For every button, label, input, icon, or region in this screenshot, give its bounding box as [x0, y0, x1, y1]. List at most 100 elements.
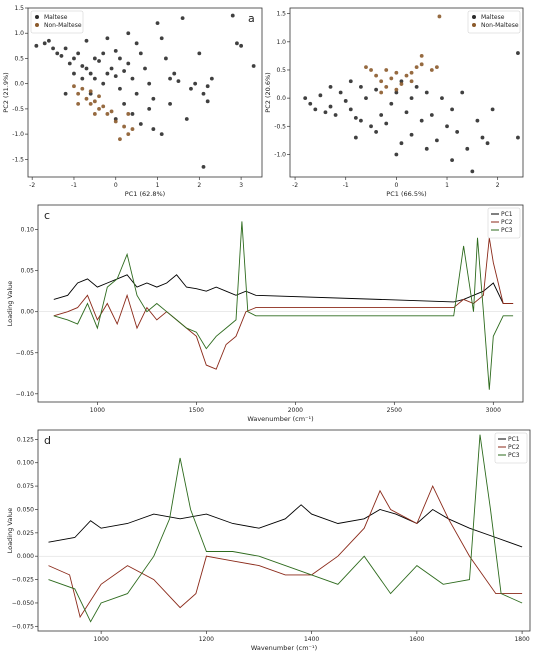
- data-point: [399, 82, 404, 86]
- legend-entry: PC3: [501, 227, 513, 234]
- x-tick-label: 1000: [94, 636, 109, 643]
- data-point: [394, 90, 399, 95]
- series-non-maltese: [364, 14, 442, 95]
- data-point: [92, 99, 97, 104]
- plot-frame: [37, 204, 524, 403]
- data-point: [389, 101, 394, 106]
- data-point: [113, 48, 118, 53]
- y-tick-label: 1.0: [276, 39, 286, 46]
- data-point: [122, 124, 127, 129]
- data-point: [130, 76, 135, 81]
- x-tick-label: -1: [343, 182, 349, 189]
- data-point: [193, 81, 198, 86]
- x-tick-label: 1: [156, 182, 160, 189]
- data-point: [470, 169, 475, 174]
- data-point: [328, 104, 333, 109]
- data-point: [205, 84, 210, 89]
- data-point: [197, 51, 202, 56]
- legend-entry: Non-Maltese: [44, 22, 82, 29]
- data-point: [63, 46, 68, 51]
- data-point: [404, 73, 409, 78]
- plot-area: [303, 14, 520, 174]
- plot-frame: [37, 429, 531, 632]
- data-point: [130, 112, 135, 116]
- data-point: [88, 101, 93, 106]
- data-point: [399, 79, 404, 84]
- data-point: [343, 99, 348, 103]
- data-point: [42, 41, 47, 46]
- x-axis-label: PC1 (62.8%): [125, 190, 165, 198]
- y-tick-label: -1.0: [274, 151, 286, 158]
- y-tick-label: 0.100: [17, 460, 34, 467]
- data-point: [134, 91, 139, 96]
- data-point: [353, 135, 358, 140]
- series-line-pc2: [48, 485, 523, 619]
- legend-entry: PC2: [508, 444, 520, 451]
- legend-marker: [35, 15, 39, 19]
- y-axis-label: PC2 (21.9%): [2, 72, 10, 112]
- y-tick-label: -0.5: [12, 106, 24, 113]
- data-point: [313, 107, 318, 112]
- data-point: [409, 70, 414, 75]
- y-tick-label: 0.10: [21, 227, 35, 234]
- data-point: [445, 124, 449, 129]
- x-axis-label: Wavenumber (cm⁻¹): [251, 644, 317, 651]
- x-tick-label: -2: [29, 182, 35, 189]
- data-point: [155, 21, 160, 26]
- x-tick-label: 0: [394, 182, 398, 189]
- data-point: [308, 101, 313, 106]
- data-point: [97, 94, 101, 99]
- plot-area: [38, 434, 530, 623]
- data-point: [168, 76, 172, 81]
- data-point: [88, 71, 93, 76]
- series-line-pc2: [53, 237, 514, 370]
- panel-d: 1000 1200 1400 1600 1800 −0.075 −0.050 −0.025 0.…: [6, 429, 531, 651]
- y-tick-label: −0.10: [16, 391, 35, 398]
- data-point: [46, 38, 51, 43]
- data-point: [440, 96, 444, 101]
- panel-b: -2 -1 0 1 2 -1.0 -0.5 0.0 0.5 1.0 1.5 PC1 (66.5%) PC…: [264, 7, 524, 198]
- legend-entry: Maltese: [481, 14, 505, 21]
- legend-entry: PC3: [508, 452, 520, 459]
- plot-frame: [27, 7, 263, 178]
- legend-entry: PC2: [501, 219, 513, 226]
- data-point: [205, 99, 210, 104]
- x-axis-label: PC1 (66.5%): [386, 190, 426, 198]
- data-point: [384, 84, 389, 89]
- data-point: [134, 41, 139, 46]
- y-tick-label: 0.025: [17, 530, 34, 537]
- x-tick-label: 3: [239, 182, 243, 189]
- x-tick-label: 2500: [387, 407, 402, 414]
- data-point: [465, 146, 470, 151]
- legend-entry: Non-Maltese: [481, 22, 519, 29]
- data-point: [92, 56, 97, 61]
- data-point: [384, 68, 389, 72]
- data-point: [101, 104, 106, 109]
- data-point: [51, 46, 55, 51]
- y-tick-label: 1.5: [14, 5, 24, 12]
- data-point: [109, 109, 114, 114]
- y-tick-label: −0.075: [12, 623, 34, 630]
- legend-entry: PC1: [508, 436, 520, 443]
- data-point: [409, 96, 414, 101]
- legend-box: [30, 10, 84, 34]
- data-point: [189, 86, 193, 91]
- data-point: [450, 107, 454, 112]
- data-point: [126, 132, 131, 137]
- y-axis-label: Loading Value: [6, 281, 14, 327]
- panel-label: d: [44, 434, 51, 447]
- data-point: [516, 135, 520, 140]
- x-tick-label: 1000: [90, 407, 105, 414]
- data-point: [404, 110, 409, 115]
- data-point: [118, 86, 122, 91]
- data-point: [80, 76, 85, 81]
- y-tick-label: -1.5: [12, 156, 24, 163]
- data-point: [143, 66, 147, 71]
- data-point: [92, 76, 97, 81]
- data-point: [34, 43, 39, 48]
- data-point: [409, 132, 414, 137]
- data-point: [338, 90, 343, 95]
- series-line-pc1: [53, 274, 514, 304]
